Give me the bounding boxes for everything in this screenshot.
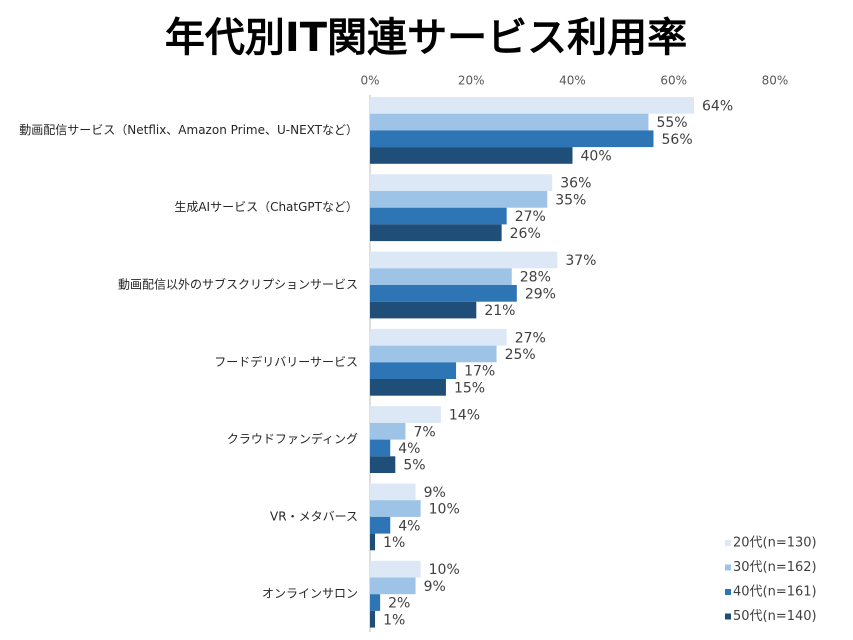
value-label: 7% — [413, 424, 435, 440]
bar — [370, 483, 416, 501]
value-label: 26% — [510, 226, 541, 242]
bar — [370, 500, 421, 517]
value-label: 2% — [388, 596, 410, 612]
bar — [370, 516, 391, 534]
value-label: 27% — [515, 209, 546, 225]
value-label: 40% — [581, 148, 612, 164]
category-label: クラウドファンディング — [227, 431, 358, 446]
value-label: 27% — [515, 330, 546, 346]
chart-title: 年代別IT関連サービス利用率 — [165, 15, 687, 61]
value-label: 28% — [520, 270, 551, 286]
value-label: 1% — [383, 535, 405, 551]
value-label: 9% — [424, 579, 446, 595]
legend-swatch — [725, 613, 731, 620]
x-tick-label: 60% — [660, 74, 687, 88]
legend-label: 30代(n=162) — [733, 560, 817, 575]
bar — [370, 456, 396, 473]
bar — [370, 224, 502, 242]
value-label: 17% — [464, 364, 495, 380]
bar — [370, 439, 391, 457]
bar — [370, 345, 497, 363]
bar — [370, 97, 694, 114]
bar — [370, 379, 446, 396]
category-label: オンラインサロン — [262, 587, 358, 601]
category-label: 動画配信以外のサブスクリプションサービス — [118, 277, 358, 292]
value-label: 56% — [662, 132, 693, 148]
bar — [370, 577, 416, 595]
value-label: 36% — [560, 176, 591, 192]
legend-swatch — [725, 589, 731, 595]
bar — [370, 328, 507, 346]
value-label: 1% — [383, 612, 405, 628]
x-tick-label: 40% — [559, 74, 586, 88]
bar — [370, 594, 381, 611]
x-tick-label: 20% — [458, 74, 485, 88]
value-label: 15% — [454, 380, 485, 396]
value-label: 4% — [398, 441, 420, 457]
legend-label: 50代(n=140) — [733, 609, 817, 624]
legend-label: 40代(n=161) — [733, 585, 817, 600]
bar — [370, 174, 553, 191]
bar — [370, 422, 406, 440]
x-tick-label: 0% — [360, 74, 379, 88]
legend-swatch — [725, 564, 731, 571]
value-label: 4% — [398, 518, 420, 534]
bar — [370, 285, 517, 302]
value-label: 9% — [424, 485, 446, 501]
bar — [370, 191, 548, 208]
value-label: 10% — [429, 562, 460, 578]
value-label: 55% — [656, 115, 687, 131]
value-label: 14% — [449, 408, 480, 424]
bar — [370, 251, 558, 269]
bar — [370, 268, 512, 285]
bar — [370, 113, 649, 131]
category-label: フードデリバリーサービス — [214, 354, 358, 369]
value-label: 21% — [484, 303, 515, 319]
bar — [370, 533, 376, 551]
category-label: 生成AIサービス（ChatGPTなど） — [174, 200, 358, 214]
bar — [370, 610, 376, 628]
bar — [370, 406, 441, 423]
bar — [370, 560, 421, 578]
value-label: 25% — [505, 347, 536, 363]
bar — [370, 362, 457, 379]
bar — [370, 130, 654, 148]
legend-swatch — [725, 540, 731, 546]
value-label: 64% — [702, 98, 733, 114]
value-label: 35% — [555, 192, 586, 208]
bar — [370, 301, 477, 319]
value-label: 10% — [429, 502, 460, 518]
x-tick-label: 80% — [762, 74, 789, 88]
legend-label: 20代(n=130) — [733, 536, 817, 551]
value-label: 5% — [403, 458, 425, 474]
value-label: 29% — [525, 286, 556, 302]
bar — [370, 147, 573, 164]
category-label: 動画配信サービス（Netflix、Amazon Prime、U-NEXTなど） — [19, 123, 358, 137]
value-label: 37% — [565, 253, 596, 269]
bar — [370, 207, 507, 225]
category-label: VR・メタバース — [270, 509, 358, 523]
